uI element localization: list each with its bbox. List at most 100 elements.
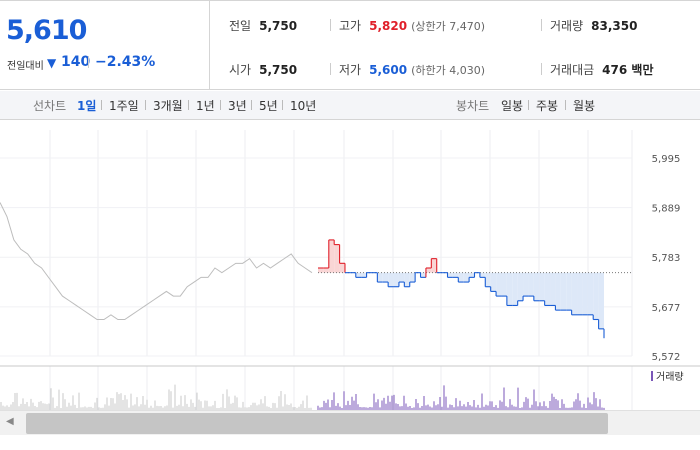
- price-fill-segment: [582, 272, 588, 315]
- divider: [541, 63, 542, 75]
- price-fill-segment: [393, 272, 399, 287]
- stat-volume: 거래량 83,350: [550, 17, 637, 34]
- price-fill-segment: [339, 263, 345, 273]
- stat-prev-close: 전일 5,750: [229, 17, 297, 34]
- price-fill-segment: [544, 272, 551, 306]
- price-fill-segment: [388, 272, 394, 287]
- price-chart[interactable]: 5,995 5,889 5,783 5,677 5,572 거래량: [0, 120, 700, 410]
- tab-weekly-candle[interactable]: 주봉: [536, 99, 559, 113]
- history-price-line: [0, 202, 313, 320]
- change-label: 전일대비: [7, 61, 44, 72]
- y-tick-label: 5,677: [652, 303, 681, 314]
- price-fill-segment: [571, 272, 578, 315]
- price-fill-segment: [593, 272, 599, 320]
- price-fill-segment: [555, 272, 561, 311]
- price-fill-segment: [355, 272, 362, 278]
- chart-scrollbar[interactable]: ◀: [0, 410, 700, 435]
- stat-value: 5,820: [369, 19, 408, 33]
- stat-amount: 거래대금 476 백만: [550, 61, 653, 78]
- price-fill-segment: [420, 272, 426, 278]
- upper-limit: (상한가 7,470): [411, 20, 485, 33]
- volume-bars: [0, 384, 605, 410]
- divider: [145, 100, 146, 110]
- price-fill-segment: [506, 272, 513, 306]
- down-arrow-icon: ▼: [47, 56, 57, 70]
- stat-value: 5,750: [259, 19, 298, 33]
- scrollbar-thumb[interactable]: [26, 413, 608, 434]
- price-fill-segment: [598, 272, 604, 329]
- stat-value: 83,350: [591, 19, 638, 33]
- line-chart-label: 선차트: [33, 99, 67, 113]
- price-fill-segment: [361, 272, 367, 278]
- stat-open: 시가 5,750: [229, 61, 297, 78]
- price-fill-segment: [566, 272, 572, 311]
- lower-limit: (하한가 4,030): [411, 64, 485, 77]
- stat-high: 고가 5,820 (상한가 7,470): [339, 17, 485, 34]
- tab-monthly-candle[interactable]: 월봉: [573, 99, 596, 113]
- tab-1-week[interactable]: 1주일: [109, 99, 139, 113]
- current-price: 5,610: [6, 15, 87, 46]
- tab-5-years[interactable]: 5년: [259, 99, 278, 113]
- stat-label: 전일: [229, 19, 252, 33]
- price-fill-segment: [377, 272, 383, 283]
- price-fill-segment: [409, 272, 416, 283]
- price-fill-segment: [469, 272, 475, 278]
- price-fill-segment: [517, 272, 524, 301]
- price-fill-segment: [587, 272, 594, 315]
- divider: [88, 56, 89, 68]
- tab-10-years[interactable]: 10년: [290, 99, 317, 113]
- price-lines: [0, 202, 605, 339]
- price-fill: [318, 239, 604, 329]
- stat-label: 고가: [339, 19, 362, 33]
- price-fill-segment: [398, 272, 405, 283]
- volume-legend-swatch: [651, 371, 653, 381]
- tab-1-day[interactable]: 1일: [77, 99, 97, 113]
- y-tick-label: 5,995: [652, 154, 681, 165]
- divider: [330, 19, 331, 31]
- divider: [251, 100, 252, 110]
- tab-3-years[interactable]: 3년: [228, 99, 247, 113]
- price-fill-segment: [431, 258, 437, 273]
- price-fill-segment: [577, 272, 583, 315]
- divider: [330, 63, 331, 75]
- divider: [565, 100, 566, 110]
- price-fill-segment: [447, 272, 453, 278]
- y-tick-label: 5,572: [652, 352, 681, 363]
- volume-legend: 거래량: [656, 371, 684, 383]
- price-fill-segment: [539, 272, 545, 301]
- divider: [101, 100, 102, 110]
- price-fill-segment: [318, 268, 324, 273]
- price-fill-segment: [425, 268, 432, 273]
- price-fill-segment: [496, 272, 502, 297]
- price-fill-segment: [382, 272, 389, 283]
- y-tick-label: 5,783: [652, 253, 681, 264]
- stat-label: 시가: [229, 63, 252, 77]
- price-fill-segment: [512, 272, 518, 306]
- y-axis-ticks: 5,995 5,889 5,783 5,677 5,572: [652, 154, 681, 363]
- tab-1-year[interactable]: 1년: [196, 99, 215, 113]
- price-fill-segment: [560, 272, 567, 311]
- price-fill-segment: [334, 244, 340, 273]
- change-value: 140: [61, 54, 91, 70]
- y-tick-label: 5,889: [652, 204, 681, 215]
- tab-3-months[interactable]: 3개월: [153, 99, 183, 113]
- price-fill-segment: [533, 272, 540, 301]
- divider: [528, 100, 529, 110]
- stat-low: 저가 5,600 (하한가 4,030): [339, 61, 485, 78]
- price-fill-segment: [550, 272, 556, 306]
- divider: [282, 100, 283, 110]
- price-fill-segment: [452, 272, 459, 278]
- chart-grid: [0, 130, 700, 410]
- price-fill-segment: [404, 272, 410, 287]
- stat-label: 거래량: [550, 19, 584, 33]
- quote-summary: 5,610 전일대비 ▼ 140 −2.43% 전일 5,750 고가 5,820(…: [0, 0, 700, 90]
- stat-value: 476 백만: [602, 63, 654, 77]
- price-box: 5,610 전일대비 ▼ 140 −2.43%: [0, 1, 210, 89]
- price-fill-segment: [490, 272, 497, 292]
- divider: [541, 19, 542, 31]
- price-fill-segment: [501, 272, 507, 297]
- tab-daily-candle[interactable]: 일봉: [501, 99, 524, 113]
- stat-label: 저가: [339, 63, 362, 77]
- scroll-left-icon[interactable]: ◀: [6, 416, 14, 427]
- price-fill-segment: [323, 268, 329, 273]
